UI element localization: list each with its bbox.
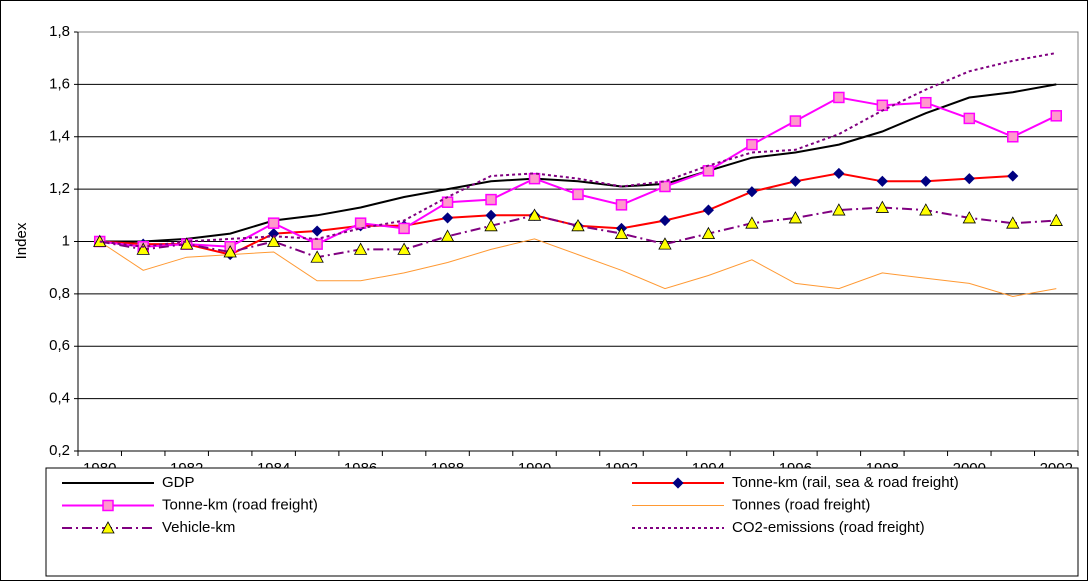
- y-tick-label: 1,4: [49, 128, 70, 145]
- marker: [658, 237, 672, 250]
- marker: [398, 222, 410, 235]
- marker: [136, 242, 150, 255]
- marker: [485, 193, 497, 206]
- marker: [528, 172, 541, 185]
- y-tick-label: 0,8: [49, 285, 70, 302]
- series-line: [99, 83, 1057, 243]
- marker: [963, 112, 976, 125]
- marker: [659, 180, 671, 193]
- legend-label: GDP: [162, 474, 195, 491]
- y-axis-label: Index: [13, 222, 30, 259]
- marker: [659, 214, 671, 227]
- marker: [267, 217, 280, 229]
- legend-label: CO2-emissions (road freight): [732, 519, 925, 536]
- legend-label: Vehicle-km: [162, 519, 235, 536]
- marker: [1007, 131, 1019, 143]
- marker: [832, 203, 846, 216]
- series-line: [99, 238, 1057, 298]
- series-line: [99, 52, 1057, 248]
- marker: [615, 199, 628, 211]
- marker: [702, 204, 715, 216]
- marker: [672, 477, 684, 489]
- series-line: [99, 206, 1057, 259]
- marker: [876, 99, 889, 112]
- marker: [962, 211, 976, 224]
- marker: [353, 242, 368, 255]
- legend-box: [45, 467, 1079, 577]
- legend-label: Tonne-km (road freight): [162, 496, 318, 513]
- marker: [101, 521, 115, 534]
- marker: [311, 225, 323, 237]
- y-tick-label: 1,6: [49, 75, 70, 92]
- marker: [963, 173, 975, 185]
- marker: [1006, 216, 1020, 229]
- marker: [789, 175, 801, 187]
- marker: [527, 208, 542, 221]
- marker: [746, 186, 758, 198]
- marker: [614, 226, 629, 240]
- marker: [833, 167, 845, 179]
- y-tick-label: 1,2: [49, 180, 70, 197]
- marker: [1050, 110, 1063, 122]
- marker: [876, 175, 888, 187]
- marker: [311, 238, 323, 250]
- marker: [1007, 170, 1019, 182]
- marker: [180, 237, 194, 250]
- marker: [920, 175, 932, 187]
- y-tick-label: 0,2: [49, 442, 70, 459]
- y-tick-label: 0,6: [49, 337, 70, 354]
- marker: [702, 165, 715, 177]
- marker: [701, 226, 716, 240]
- marker: [746, 138, 758, 151]
- marker: [310, 250, 324, 263]
- marker: [354, 217, 367, 229]
- marker: [571, 218, 585, 232]
- y-tick-label: 1,8: [49, 23, 70, 40]
- marker: [440, 229, 455, 242]
- marker: [789, 115, 802, 127]
- marker: [833, 91, 845, 104]
- marker: [745, 216, 759, 229]
- y-tick-label: 1: [62, 232, 70, 249]
- legend-label: Tonne-km (rail, sea & road freight): [732, 474, 959, 491]
- marker: [920, 96, 932, 109]
- marker: [1049, 213, 1063, 226]
- marker: [266, 234, 281, 247]
- marker: [441, 212, 454, 224]
- marker: [223, 245, 237, 258]
- y-tick-label: 0,4: [49, 390, 70, 407]
- marker: [919, 203, 933, 216]
- marker: [102, 499, 114, 512]
- marker: [397, 242, 411, 255]
- marker: [788, 211, 803, 224]
- marker: [484, 218, 498, 232]
- marker: [572, 188, 584, 201]
- legend-label: Tonnes (road freight): [732, 496, 870, 513]
- marker: [875, 200, 890, 213]
- marker: [441, 196, 454, 208]
